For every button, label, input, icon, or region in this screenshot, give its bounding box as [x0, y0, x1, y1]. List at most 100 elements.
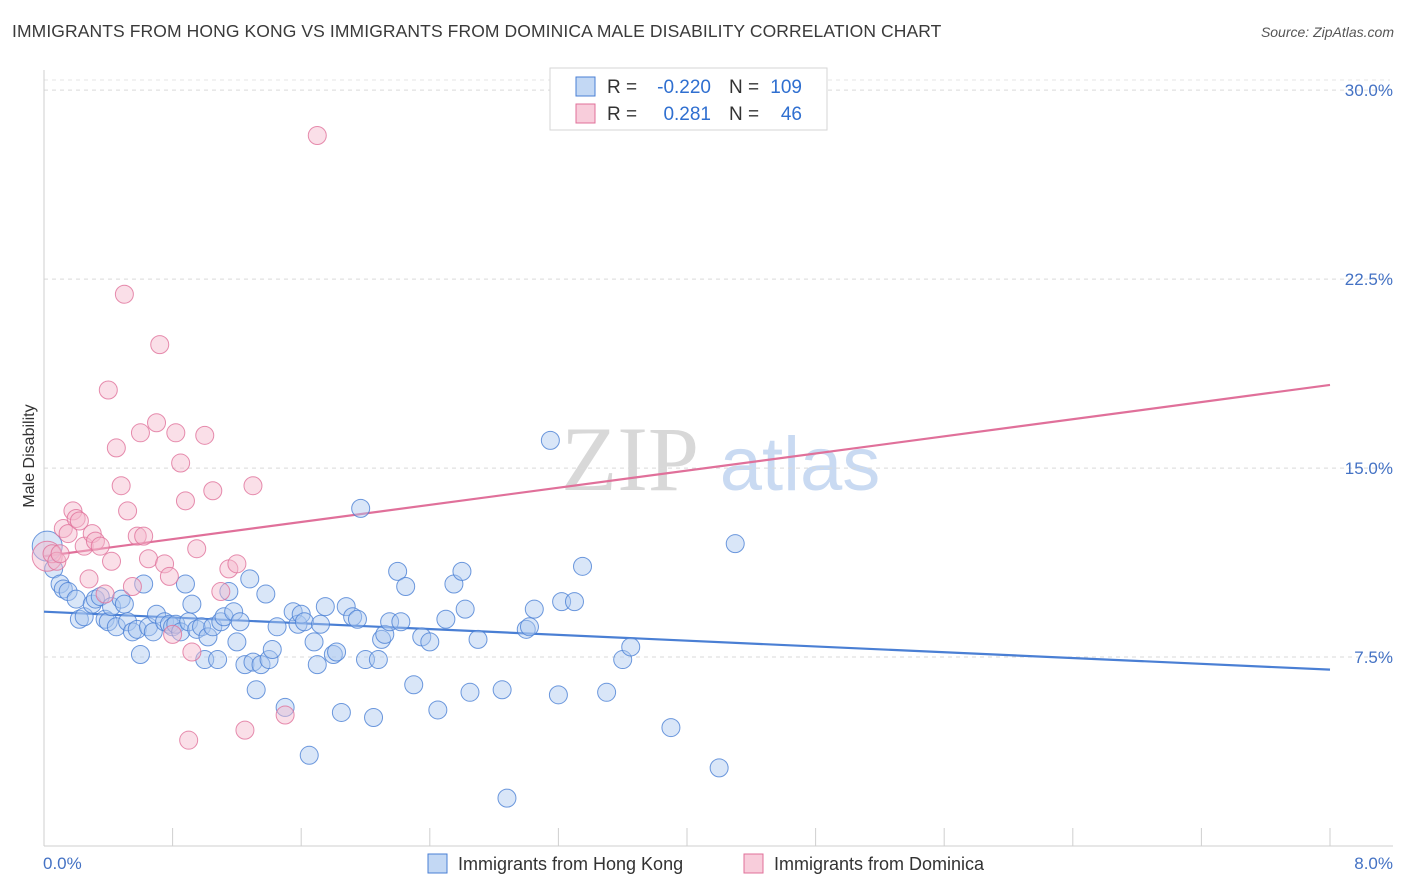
point-hong-kong-94: [524, 599, 544, 619]
point-hong-kong-38: [208, 650, 228, 670]
point-dominica-41: [227, 554, 247, 574]
point-hong-kong-96: [548, 685, 568, 705]
point-hong-kong-19: [127, 619, 147, 639]
point-hong-kong-44: [230, 612, 250, 632]
legend-n-value-2: 46: [781, 104, 802, 125]
point-dominica-35: [182, 642, 202, 662]
legend-n-label-2: N =: [729, 104, 759, 125]
point-hong-kong-102: [621, 637, 641, 657]
point-dominica-30: [163, 624, 183, 644]
point-hong-kong-104: [709, 758, 729, 778]
point-hong-kong-48: [246, 680, 266, 700]
point-hong-kong-89: [468, 629, 488, 649]
series-legend: Immigrants from Hong Kong Immigrants fro…: [427, 853, 985, 874]
legend-r-label-2: R =: [607, 104, 637, 125]
point-hong-kong-5: [66, 589, 86, 609]
source-credit: Source: ZipAtlas.com: [1260, 24, 1394, 40]
data-points: [31, 126, 745, 808]
point-hong-kong-103: [661, 718, 681, 738]
point-dominica-8: [69, 511, 89, 531]
point-hong-kong-82: [420, 632, 440, 652]
point-hong-kong-43: [227, 632, 247, 652]
point-hong-kong-24: [147, 604, 167, 624]
y-tick-label-2: 22.5%: [1345, 270, 1393, 289]
point-dominica-28: [155, 554, 175, 574]
correlation-legend: R = -0.220 N = 109 R = 0.281 N = 46: [549, 67, 828, 131]
point-hong-kong-52: [262, 639, 282, 659]
point-hong-kong-63: [315, 597, 335, 617]
point-hong-kong-86: [452, 561, 472, 581]
point-dominica-36: [187, 539, 207, 559]
point-dominica-33: [175, 491, 195, 511]
point-hong-kong-90: [492, 680, 512, 700]
watermark: ZIP atlas: [561, 408, 880, 510]
point-dominica-29: [159, 566, 179, 586]
point-dominica-14: [95, 584, 115, 604]
point-dominica-31: [166, 423, 186, 443]
point-dominica-44: [275, 705, 295, 725]
trend-line-hong-kong: [43, 610, 1331, 671]
legend-r-value-1: -0.220: [657, 77, 711, 98]
watermark-zip: ZIP: [561, 408, 699, 510]
point-dominica-43: [243, 476, 263, 496]
point-hong-kong-72: [364, 708, 384, 728]
point-dominica-2: [47, 551, 67, 571]
point-hong-kong-88: [460, 682, 480, 702]
trend-lines: [43, 383, 1331, 671]
point-hong-kong-33: [187, 619, 207, 639]
point-hong-kong-39: [211, 612, 231, 632]
point-dominica-26: [147, 413, 167, 433]
point-dominica-6: [63, 501, 83, 521]
point-dominica-39: [211, 582, 231, 602]
point-hong-kong-16: [114, 594, 134, 614]
point-hong-kong-4: [58, 582, 78, 602]
point-dominica-42: [235, 720, 255, 740]
point-dominica-19: [114, 284, 134, 304]
point-hong-kong-64: [323, 645, 343, 665]
point-hong-kong-57: [291, 604, 311, 624]
point-hong-kong-79: [396, 576, 416, 596]
chart-title: IMMIGRANTS FROM HONG KONG VS IMMIGRANTS …: [12, 21, 942, 41]
point-dominica-15: [98, 380, 118, 400]
point-dominica-23: [130, 423, 150, 443]
legend-r-label-1: R =: [607, 77, 637, 98]
point-hong-kong-41: [219, 582, 239, 602]
point-hong-kong-32: [182, 594, 202, 614]
series-swatch-dominica: [743, 853, 764, 874]
point-dominica-13: [90, 536, 110, 556]
axes: [43, 70, 1393, 847]
point-hong-kong-26: [159, 614, 179, 634]
point-hong-kong-80: [404, 675, 424, 695]
point-hong-kong-2: [50, 574, 70, 594]
point-hong-kong-3: [53, 579, 73, 599]
point-hong-kong-54: [275, 697, 295, 717]
point-hong-kong-21: [134, 574, 154, 594]
point-hong-kong-17: [118, 612, 138, 632]
point-hong-kong-91: [497, 788, 517, 808]
point-dominica-34: [179, 730, 199, 750]
point-dominica-21: [122, 576, 142, 596]
series-label-dominica: Immigrants from Dominica: [774, 854, 985, 874]
point-dominica-27: [150, 335, 170, 355]
point-hong-kong-20: [130, 645, 150, 665]
point-hong-kong-92: [516, 619, 536, 639]
legend-swatch-hong-kong: [575, 76, 596, 97]
legend-n-value-1: 109: [770, 77, 802, 98]
y-tick-label-3: 30.0%: [1345, 81, 1393, 100]
point-hong-kong-51: [259, 650, 279, 670]
point-hong-kong-6: [69, 609, 89, 629]
point-hong-kong-66: [331, 702, 351, 722]
x-tick-label-min: 0.0%: [43, 854, 82, 873]
point-hong-kong-45: [235, 655, 255, 675]
point-hong-kong-62: [310, 614, 330, 634]
series-label-hong-kong: Immigrants from Hong Kong: [458, 854, 683, 874]
point-hong-kong-99: [573, 556, 593, 576]
point-hong-kong-87: [455, 599, 475, 619]
point-dominica-25: [138, 549, 158, 569]
point-hong-kong-69: [347, 609, 367, 629]
point-hong-kong-60: [304, 632, 324, 652]
point-dominica-10: [79, 569, 99, 589]
legend-n-label-1: N =: [729, 77, 759, 98]
y-tick-label-1: 15.0%: [1345, 459, 1393, 478]
